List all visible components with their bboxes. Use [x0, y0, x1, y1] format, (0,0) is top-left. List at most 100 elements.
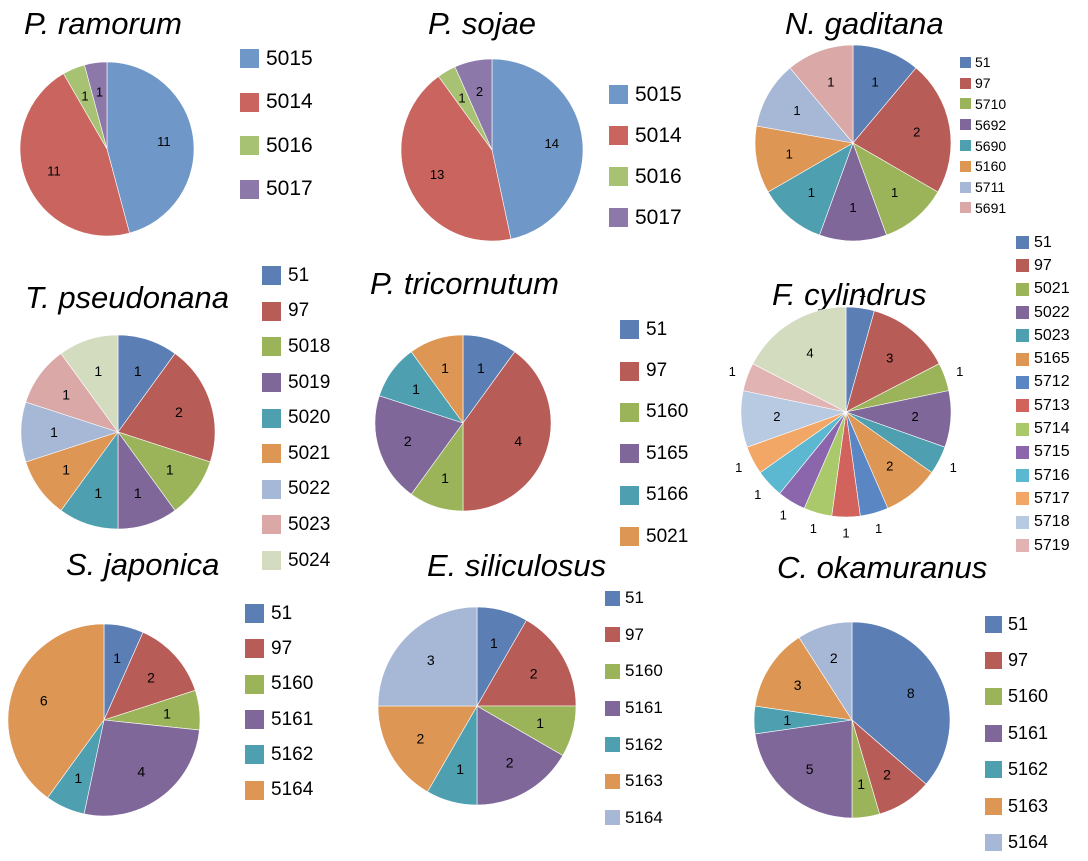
legend-label: 5719	[1034, 536, 1070, 554]
legend-item: 5017	[609, 197, 682, 238]
pie-slice-97	[476, 619, 577, 707]
legend-item: 5018	[262, 329, 330, 365]
legend-swatch	[240, 49, 259, 69]
legend-item: 5161	[245, 702, 313, 737]
legend-label: 5162	[1008, 759, 1049, 780]
slice-value-label: 2	[913, 124, 920, 139]
pie-slice-5014	[19, 73, 130, 237]
legend-item: 5163	[985, 788, 1048, 824]
pie-slice-5711	[756, 67, 854, 144]
slice-value-label: 1	[163, 705, 171, 721]
slice-value-label: 1	[956, 364, 963, 379]
pie-slice-5164	[798, 621, 853, 722]
pie-slice-5161	[754, 719, 853, 819]
legend-label: 5714	[1034, 420, 1070, 438]
slice-value-label: 2	[912, 409, 919, 424]
legend-label: 5017	[266, 177, 313, 201]
pie-slice-5161	[83, 719, 200, 817]
legend-item: 5165	[1016, 348, 1070, 371]
legend-swatch	[1016, 399, 1029, 413]
slice-value-label: 1	[412, 381, 420, 397]
legend-swatch	[609, 126, 628, 145]
legend-label: 97	[288, 300, 310, 322]
legend-item: 5163	[605, 763, 663, 800]
slice-value-label: 1	[875, 521, 882, 536]
legend-label: 51	[975, 54, 991, 71]
legend-item: 5019	[262, 365, 330, 401]
slice-value-label: 1	[50, 424, 58, 440]
slice-value-label: 1	[456, 761, 464, 777]
pie-slice-5015	[106, 61, 195, 234]
legend-label: 5160	[975, 158, 1007, 175]
legend-label: 5713	[1034, 396, 1070, 414]
slice-value-label: 2	[883, 766, 891, 782]
legend-swatch	[985, 834, 1002, 852]
slice-value-label: 1	[950, 460, 957, 475]
legend-item: 5162	[985, 752, 1048, 788]
slice-value-label: 6	[40, 692, 48, 708]
slice-value-label: 1	[134, 363, 142, 379]
legend-item: 5015	[609, 74, 682, 115]
legend-swatch	[1016, 259, 1029, 273]
legend-item: 5691	[960, 198, 1006, 219]
legend-label: 5016	[266, 133, 313, 157]
legend-label: 5165	[1034, 350, 1070, 368]
slice-value-label: 2	[530, 665, 538, 681]
slice-value-label: 1	[458, 90, 465, 105]
legend-item: 5692	[960, 114, 1006, 135]
slice-value-label: 1	[891, 185, 898, 200]
pie-chart: 1 2 1 1 1 1 1 1	[754, 44, 952, 242]
slice-value-label: 2	[147, 670, 155, 686]
legend-item: 51	[262, 258, 309, 294]
legend-label: 97	[271, 637, 293, 659]
slice-value-label: 1	[96, 85, 103, 100]
legend-label: 97	[646, 360, 668, 382]
chart-title: N. gaditana	[785, 6, 944, 41]
pie-slice-5161	[476, 705, 564, 806]
legend-label: 5021	[646, 525, 689, 547]
pie-slice-97	[852, 67, 952, 193]
chart-title: P. tricornutum	[370, 266, 559, 301]
slice-value-label: 1	[74, 770, 82, 786]
pie-chart: 1 2 1 2 1 2 3	[377, 606, 577, 806]
slice-value-label: 2	[404, 433, 412, 449]
pie-chart: 14 13 1 2	[400, 58, 584, 242]
legend-swatch	[605, 663, 620, 679]
pie-slice-97	[845, 310, 940, 413]
legend-label: 5161	[625, 698, 663, 718]
legend-label: 51	[271, 602, 293, 624]
slice-value-label: 1	[94, 485, 102, 501]
legend-label: 5160	[1008, 686, 1049, 707]
legend-item: 97	[1016, 254, 1052, 277]
legend-label: 5164	[271, 779, 314, 801]
legend-label: 5165	[646, 442, 689, 464]
legend-swatch	[245, 780, 264, 800]
legend-item: 51	[960, 52, 991, 73]
pie-slice-5021	[410, 334, 464, 424]
slice-value-label: 1	[849, 200, 856, 215]
slice-value-label: 1	[113, 650, 121, 666]
slice-value-label: 1	[536, 715, 544, 731]
legend-label: 5023	[288, 513, 331, 535]
legend-swatch	[620, 402, 639, 422]
legend-label: 5015	[635, 82, 682, 106]
legend-label: 5015	[266, 46, 313, 70]
pie-slice-5160	[754, 125, 854, 193]
legend-item: 5710	[960, 94, 1006, 115]
chart-title: S. japonica	[66, 547, 220, 582]
legend-label: 5163	[1008, 795, 1049, 816]
legend-item: 5023	[1016, 324, 1070, 347]
pie-slice-97	[117, 353, 216, 463]
slice-value-label: 4	[137, 763, 145, 779]
legend-swatch	[960, 140, 971, 152]
legend-label: 5021	[1034, 280, 1070, 298]
slice-value-label: 3	[886, 351, 893, 366]
slice-value-label: 1	[134, 485, 142, 501]
legend-swatch	[620, 320, 639, 340]
legend-swatch	[262, 515, 281, 535]
legend-label: 5691	[975, 199, 1007, 216]
legend-swatch	[262, 301, 281, 321]
slice-value-label: 1	[857, 776, 865, 792]
slice-value-label: 1	[729, 364, 736, 379]
